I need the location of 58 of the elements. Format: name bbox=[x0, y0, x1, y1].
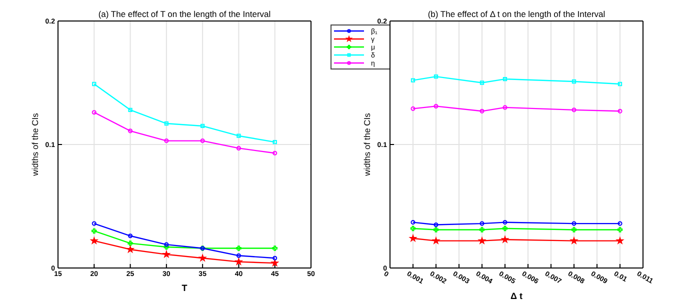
point bbox=[200, 138, 205, 144]
point bbox=[618, 82, 622, 86]
point bbox=[433, 227, 439, 232]
point bbox=[480, 80, 484, 85]
point bbox=[570, 237, 578, 244]
y-axis-title: widths of the CIs bbox=[362, 113, 372, 177]
point bbox=[128, 240, 133, 246]
point bbox=[502, 236, 508, 243]
point bbox=[432, 237, 440, 244]
point bbox=[616, 237, 624, 244]
point bbox=[571, 227, 577, 232]
point bbox=[410, 78, 416, 82]
line-series bbox=[410, 74, 622, 86]
point bbox=[502, 105, 508, 110]
point bbox=[92, 228, 97, 234]
point bbox=[235, 258, 242, 265]
point bbox=[410, 226, 416, 232]
point bbox=[90, 237, 98, 244]
point bbox=[236, 246, 242, 251]
point bbox=[200, 124, 205, 128]
point bbox=[236, 253, 241, 258]
point bbox=[572, 108, 576, 112]
point bbox=[272, 260, 278, 266]
point bbox=[128, 234, 133, 238]
point bbox=[502, 220, 508, 225]
y-axis-title: widths of the CIs bbox=[30, 113, 40, 177]
point bbox=[236, 134, 241, 138]
point bbox=[128, 108, 132, 112]
point bbox=[434, 222, 438, 228]
point bbox=[164, 244, 170, 250]
point bbox=[572, 79, 576, 84]
point bbox=[434, 104, 438, 108]
point bbox=[572, 221, 576, 226]
point bbox=[479, 227, 485, 232]
point bbox=[410, 234, 416, 242]
point bbox=[478, 237, 486, 244]
point bbox=[163, 250, 170, 258]
x-axis-title: T bbox=[182, 283, 188, 293]
point bbox=[128, 128, 133, 134]
point bbox=[164, 121, 169, 126]
point bbox=[480, 221, 484, 226]
point bbox=[236, 146, 241, 150]
chart-title: (b) The effect of Δ t on the length of the Interval bbox=[428, 9, 606, 19]
chart-title: (a) The effect of T on the length of the Interval bbox=[98, 9, 271, 19]
point bbox=[164, 242, 169, 247]
point bbox=[199, 254, 206, 262]
point bbox=[272, 140, 277, 144]
point bbox=[502, 226, 508, 232]
point bbox=[480, 108, 484, 114]
point bbox=[272, 246, 278, 251]
point bbox=[502, 76, 508, 82]
point bbox=[617, 227, 623, 232]
point bbox=[434, 74, 438, 79]
x-axis-title: Δ t bbox=[510, 291, 522, 301]
point bbox=[92, 82, 96, 86]
point bbox=[126, 246, 134, 252]
point bbox=[164, 138, 169, 144]
line-series bbox=[92, 82, 277, 144]
